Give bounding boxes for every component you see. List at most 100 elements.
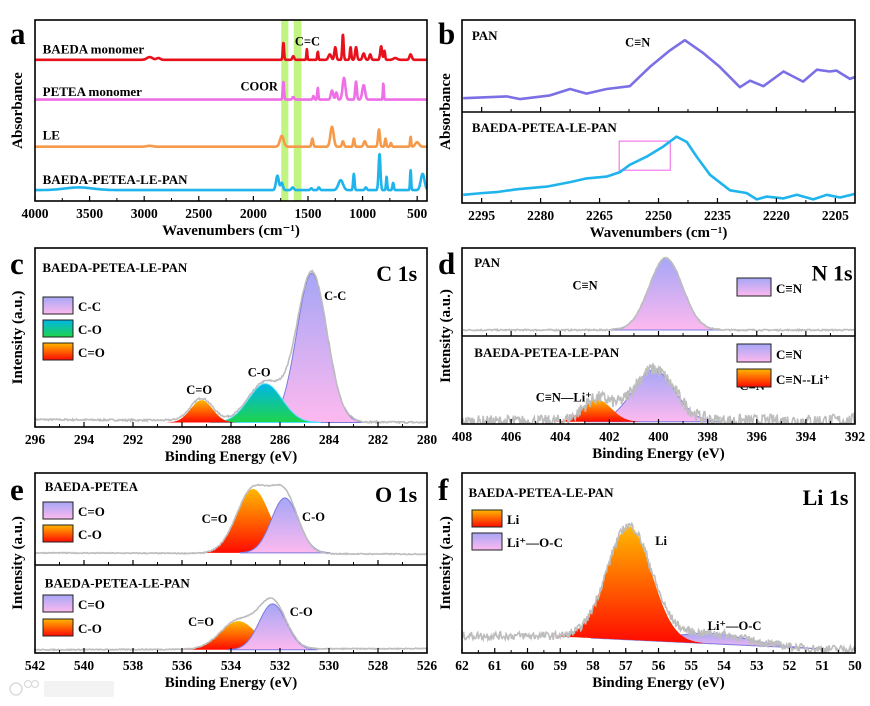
x-tick-label: 294 [74,432,95,447]
x-tick-label: 4000 [22,206,49,221]
panel-letter: c [10,246,24,281]
x-tick-label: 1500 [294,206,321,221]
x-tick-label: 2235 [704,208,731,223]
legend-swatch [42,501,74,520]
plot-frame [34,19,428,202]
panel-c: BAEDA-PETEA-LE-PAN C 1s C-C C-O C=O C-C C-O C=O… [10,246,437,465]
x-tick-label: 532 [270,658,291,673]
plot-area [35,483,427,652]
x-tick-label: 400 [648,429,669,444]
panel-letter: a [10,16,26,51]
x-tick-label: 61 [488,658,502,673]
legend-swatch [42,319,74,338]
x-tick-label: 2280 [527,208,554,223]
panel-e: BAEDA-PETEA O 1s C=O C-O C=O C-O BAEDA-PETEA-L… [10,472,437,691]
x-tick-label: 406 [501,429,522,444]
x-axis-title: Wavenumbers (cm⁻¹) [162,223,300,239]
x-tick-label: 2000 [240,206,267,221]
region-label: N 1s [812,260,853,285]
x-tick-label: 402 [599,429,620,444]
series-line-pan [463,38,855,101]
highlight-band [281,20,289,201]
x-axis-title: Binding Energy (eV) [165,675,298,691]
x-tick-label: 538 [123,658,144,673]
panel-f: BAEDA-PETEA-LE-PAN Li 1s Li Li⁺—O-C Li Li⁺—O-… [438,472,862,691]
raw-spectrum-line [35,483,427,556]
component-peak-C-O [210,383,321,423]
x-tick-label: 408 [452,429,473,444]
series-label: LE [43,127,60,142]
x-tick-label: 528 [368,658,389,673]
legend-swatch [42,342,74,361]
sample-label: PAN [474,255,500,270]
x-tick-label: 500 [407,206,428,221]
panel-letter: e [10,472,24,507]
x-tick-label: 3000 [131,206,158,221]
sample-label: BAEDA-PETEA-LE-PAN [42,260,188,275]
series-line-le [35,125,427,148]
x-tick-label: 282 [368,432,389,447]
raw-spectrum-line [462,521,855,653]
x-tick-label: 62 [455,658,469,673]
y-axis-title: Absorbance [10,72,26,149]
region-label: Li 1s [803,485,849,510]
legend-label: Li [507,512,520,527]
x-tick-label: 526 [417,658,438,673]
legend-label: C≡N--Li⁺ [776,372,830,387]
sample-label: PAN [472,28,498,43]
sample-label: BAEDA-PETEA-LE-PAN [474,345,620,360]
region-label: O 1s [375,482,418,507]
x-tick-label: 54 [717,658,731,673]
raw-spectrum-line [462,256,855,333]
x-tick-label: 59 [554,658,568,673]
x-tick-label: 396 [747,429,768,444]
legend-swatch [736,368,772,388]
peak-annotation: COOR [240,80,278,94]
x-tick-label: 534 [221,658,242,673]
legend-label: C-O [78,621,102,636]
peak-annotation: C-C [324,289,346,303]
plot-area [35,269,427,425]
series-label: BAEDA monomer [43,41,145,56]
panel-letter: b [438,16,455,51]
x-tick-label: 392 [845,429,866,444]
legend-swatch [42,618,74,637]
peak-annotation: C≡N—Li⁺ [536,391,592,405]
x-tick-label: 53 [750,658,764,673]
x-tick-label: 296 [25,432,46,447]
peak-annotation: C=O [202,512,228,526]
legend-swatch [42,296,74,315]
x-tick-label: 284 [319,432,340,447]
x-tick-label: 58 [586,658,600,673]
raw-spectrum-line [462,363,855,424]
x-axis-title: Binding Energy (eV) [165,449,298,465]
peak-annotation: C-O [290,605,313,619]
plot-area [35,20,427,201]
legend-label: C≡N [776,281,803,296]
x-tick-label: 51 [816,658,830,673]
series-line-petea-monomer [35,76,427,101]
sample-label: BAEDA-PETEA-LE-PAN [469,485,615,500]
x-tick-label: 288 [221,432,242,447]
x-tick-label: 60 [521,658,535,673]
legend-label: C-O [78,527,102,542]
plot-frame [461,472,856,654]
plot-frame [34,247,428,428]
component-peak-C=O [227,603,318,651]
legend-swatch [471,532,503,551]
x-tick-label: 3500 [76,206,103,221]
component-peak-C≡N [610,257,722,331]
legend-swatch [471,509,503,528]
x-tick-label: 2295 [468,208,495,223]
y-axis-title: Intensity (a.u.) [10,291,26,385]
panel-a: BAEDA monomer PETEA monomer LE BAEDA-PETEA-… [10,16,428,239]
x-tick-label: 404 [550,429,571,444]
legend-label: C≡N [776,347,803,362]
highlight-box [618,140,671,171]
series-label: PETEA monomer [43,84,143,99]
legend-label: C=O [78,504,105,519]
sample-label: BAEDA-PETEA-LE-PAN [472,120,618,135]
highlight-band [293,20,302,201]
watermark-logo [9,679,114,697]
sample-label: BAEDA-PETEA-LE-PAN [45,575,191,590]
